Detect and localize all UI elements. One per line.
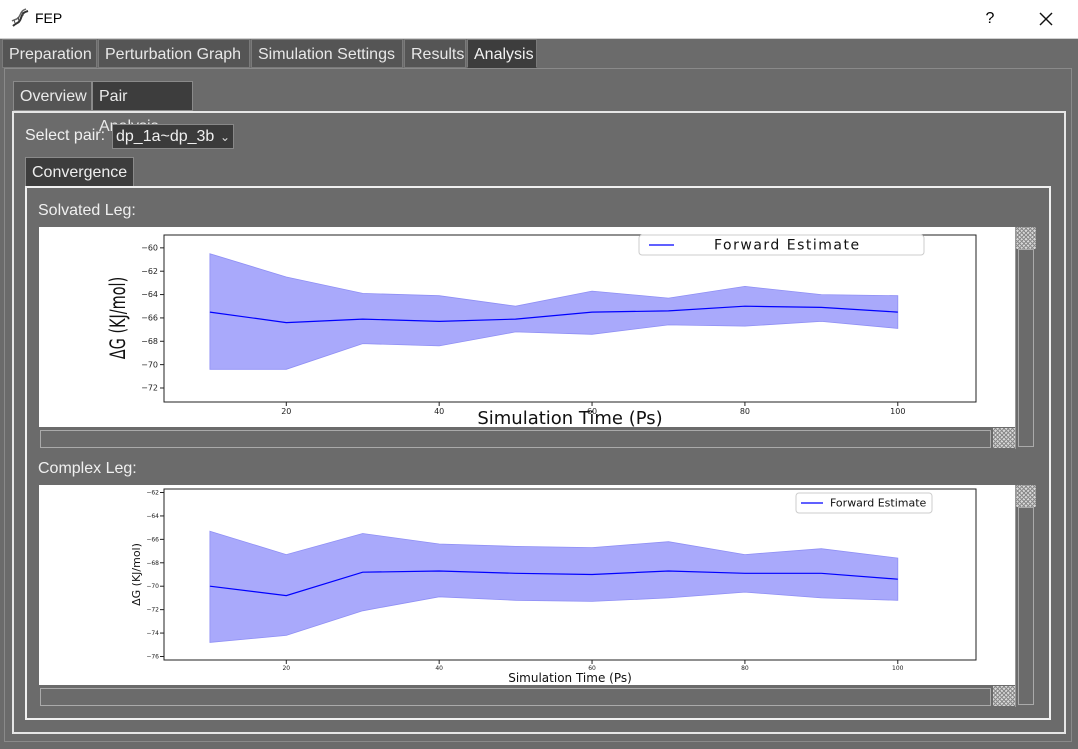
x-tick-label: 60 xyxy=(588,665,596,672)
tab-analysis[interactable]: Analysis xyxy=(467,39,537,68)
scroll-handle[interactable] xyxy=(1016,227,1036,249)
confidence-band xyxy=(209,530,899,643)
analysis-pane xyxy=(4,68,1072,742)
pair-select[interactable]: dp_1a~dp_3b ⌄ xyxy=(112,124,234,149)
forward-estimate-line xyxy=(209,305,898,324)
solvated-horizontal-scrollbar[interactable] xyxy=(39,428,1015,448)
y-tick-label: −64 xyxy=(146,513,159,520)
select-pair-label: Select pair: xyxy=(25,127,106,144)
tab-preparation[interactable]: Preparation xyxy=(2,39,97,68)
x-axis-label: Simulation Time (Ps) xyxy=(477,408,662,427)
help-button[interactable]: ? xyxy=(985,10,995,27)
y-tick-label: −60 xyxy=(141,244,158,253)
x-tick-label: 80 xyxy=(741,665,749,672)
convergence-pane xyxy=(25,186,1051,720)
y-tick-label: −72 xyxy=(146,607,159,614)
tab-overview[interactable]: Overview xyxy=(13,81,92,111)
solvated-chart-area: 20 40 60 80 100 −60 −62 −64 −66 −68 −70 −72 Simulati… xyxy=(39,227,1015,429)
x-tick-label: 20 xyxy=(282,665,290,672)
complex-horizontal-scrollbar[interactable] xyxy=(39,686,1015,706)
scroll-handle[interactable] xyxy=(993,428,1015,448)
y-axis-label: ΔG (KJ/mol) xyxy=(130,543,143,606)
dna-icon xyxy=(11,8,29,27)
y-axis-label: ΔG (KJ/mol) xyxy=(106,277,131,359)
complex-chart-area: 20 40 60 80 100 −62 −64 −66 −68 −70 −72 −74 −76 Simul… xyxy=(39,485,1015,685)
scroll-track[interactable] xyxy=(40,430,991,448)
x-tick-label: 80 xyxy=(740,407,750,416)
y-tick-label: −62 xyxy=(141,267,158,276)
y-tick-label: −72 xyxy=(141,384,158,393)
legend-box xyxy=(795,492,933,514)
y-tick-label: −64 xyxy=(141,290,158,299)
y-tick-label: −66 xyxy=(141,314,158,323)
y-tick-label: −70 xyxy=(141,360,158,369)
x-tick-label: 60 xyxy=(587,407,597,416)
chevron-down-icon: ⌄ xyxy=(219,130,230,144)
legend-box xyxy=(638,234,925,256)
confidence-band xyxy=(209,253,899,370)
solvated-vertical-scrollbar[interactable] xyxy=(1015,227,1036,449)
x-tick-label: 40 xyxy=(434,407,444,416)
tab-pair-analysis[interactable]: Pair Analysis xyxy=(92,81,193,135)
y-tick-label: −68 xyxy=(141,337,158,346)
y-tick-label: −66 xyxy=(146,536,159,543)
solvated-convergence-chart: 20 40 60 80 100 −60 −62 −64 −66 −68 −70 −72 Simulati… xyxy=(106,234,977,429)
plot-frame xyxy=(163,488,977,661)
pair-analysis-pane xyxy=(12,111,1066,734)
y-tick-label: −74 xyxy=(146,630,159,637)
y-tick-label: −68 xyxy=(146,560,159,567)
scroll-handle[interactable] xyxy=(1016,485,1036,507)
plot-frame xyxy=(163,234,977,403)
y-tick-label: −70 xyxy=(146,583,159,590)
complex-vertical-scrollbar[interactable] xyxy=(1015,485,1036,707)
scroll-track[interactable] xyxy=(40,688,991,706)
x-tick-label: 40 xyxy=(435,665,443,672)
main-tab-bar: Preparation Perturbation Graph Simulatio… xyxy=(0,39,1078,69)
forward-estimate-line xyxy=(209,570,898,597)
solvated-leg-label: Solvated Leg: xyxy=(38,202,136,219)
complex-leg-label: Complex Leg: xyxy=(38,460,137,477)
pair-select-value: dp_1a~dp_3b xyxy=(116,128,215,145)
window-title: FEP xyxy=(35,10,63,26)
tab-convergence[interactable]: Convergence xyxy=(25,157,135,187)
tab-simulation-settings[interactable]: Simulation Settings xyxy=(251,39,403,68)
y-tick-label: −62 xyxy=(146,490,159,497)
x-tick-label: 100 xyxy=(892,665,904,672)
x-tick-label: 20 xyxy=(281,407,291,416)
y-tick-label: −76 xyxy=(146,653,159,660)
legend-label: Forward Estimate xyxy=(714,238,861,254)
title-bar: FEP ? xyxy=(0,0,1078,39)
legend-label: Forward Estimate xyxy=(830,497,927,510)
x-tick-label: 100 xyxy=(890,407,905,416)
tab-perturbation-graph[interactable]: Perturbation Graph xyxy=(98,39,250,68)
close-icon[interactable] xyxy=(1033,6,1059,32)
scroll-track[interactable] xyxy=(1018,507,1034,705)
tab-results[interactable]: Results xyxy=(404,39,466,68)
complex-convergence-chart: 20 40 60 80 100 −62 −64 −66 −68 −70 −72 −74 −76 Simul… xyxy=(130,488,977,685)
scroll-track[interactable] xyxy=(1018,249,1034,447)
x-axis-label: Simulation Time (Ps) xyxy=(508,671,632,685)
scroll-handle[interactable] xyxy=(993,686,1015,706)
